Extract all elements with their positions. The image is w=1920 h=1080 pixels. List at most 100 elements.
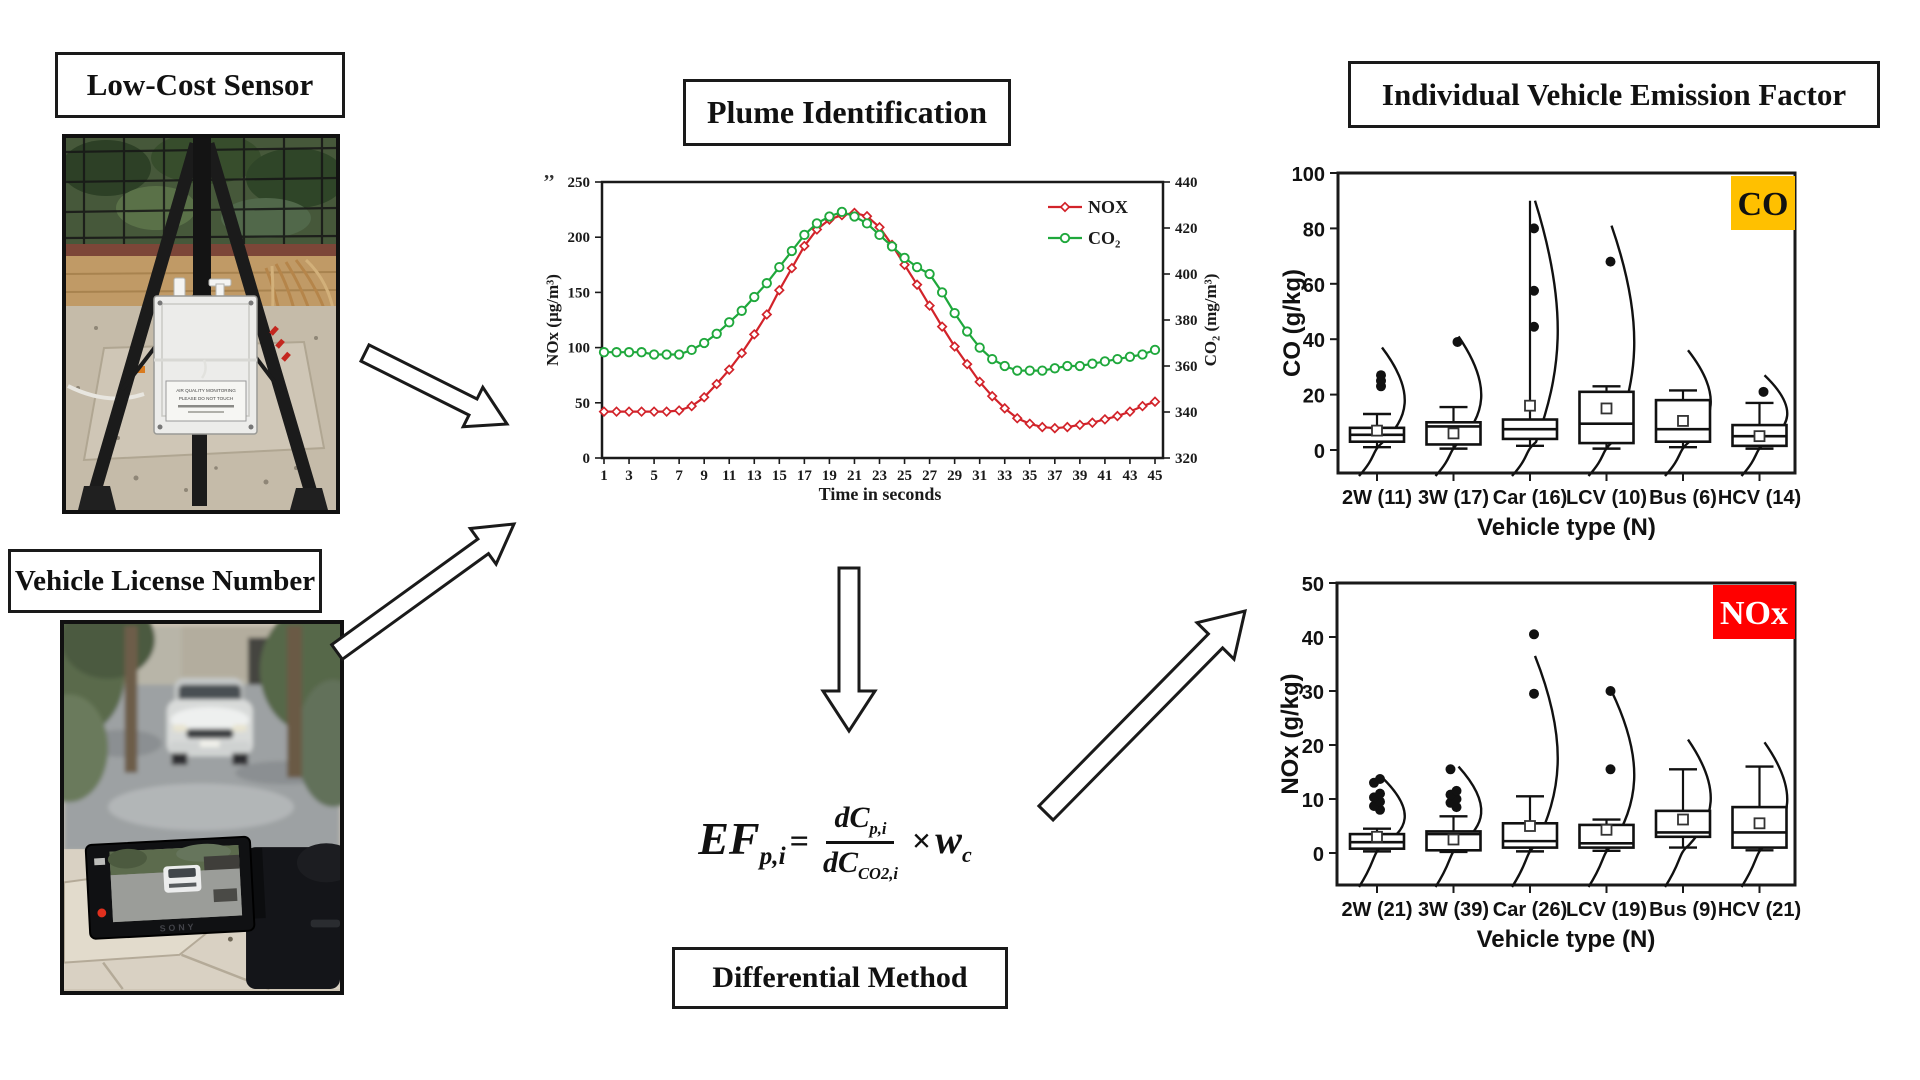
wheel <box>171 753 188 765</box>
y-tick-label: 60 <box>1303 275 1325 297</box>
y-tick-label: 100 <box>1292 164 1325 186</box>
series-marker <box>749 291 760 303</box>
category-label: HCV (21) <box>1718 899 1801 921</box>
headlight <box>232 724 248 732</box>
legend-label: CO₂ <box>1088 228 1120 248</box>
record-icon <box>97 908 107 918</box>
plume-identification-text: Plume Identification <box>707 94 987 130</box>
x-tick-label: 31 <box>972 468 987 484</box>
x-tick-label: 13 <box>747 468 762 484</box>
outlier-dot <box>1375 774 1385 785</box>
y-axis-label-right: CO₂ (mg/m³) <box>1201 274 1220 367</box>
series-marker <box>987 353 998 365</box>
pollutant-badge <box>1713 585 1795 639</box>
x-tick-label: 45 <box>1148 468 1163 484</box>
distribution-curve <box>1587 690 1636 888</box>
y-tick-label: 0 <box>1313 844 1324 866</box>
mean-marker <box>1753 817 1766 830</box>
y-right-tick-label: 420 <box>1175 221 1198 237</box>
series-marker <box>1112 353 1123 365</box>
camcorder-body <box>246 847 340 990</box>
outlier-dot <box>1529 688 1539 699</box>
pebbles <box>76 326 318 492</box>
y-left-tick-label: 100 <box>568 341 591 357</box>
legend-label: NOX <box>1088 197 1128 217</box>
y-left-tick-label: 0 <box>583 451 591 467</box>
series-marker <box>761 309 773 320</box>
series-marker <box>623 406 635 418</box>
screen-osd-icon <box>94 857 106 866</box>
y-tick-label: 30 <box>1302 682 1324 704</box>
mean-marker <box>1371 424 1383 437</box>
series-marker <box>786 245 797 257</box>
screw-icon <box>248 300 254 306</box>
equation-lhs: EFp,i <box>698 813 786 871</box>
series-marker <box>736 305 747 316</box>
y-tick-label: 0 <box>1314 441 1325 463</box>
series-marker <box>711 328 722 339</box>
category-label: 2W (11) <box>1342 487 1412 509</box>
street-scene <box>64 624 340 852</box>
tripod-foot-left <box>78 486 116 510</box>
mean-marker <box>1677 813 1689 826</box>
series-marker <box>636 406 647 418</box>
x-tick-label: 25 <box>897 468 912 484</box>
series-marker <box>798 240 810 252</box>
mean-marker <box>1753 430 1766 443</box>
pollutant-badge <box>1731 176 1795 230</box>
mean-marker <box>1447 427 1460 440</box>
x-tick-label: 5 <box>650 468 658 484</box>
device-label-line2: PLEASE DO NOT TOUCH <box>179 396 233 401</box>
y-tick-label: 50 <box>1302 574 1324 596</box>
x-tick-label: 35 <box>1022 468 1037 484</box>
emission-factor-equation: EFp,i = dCp,i dCCO2,i × wc <box>635 786 1035 898</box>
camera-brand-text: SONY <box>159 922 196 934</box>
co-chart: 0 20 40 60 80 100 CO (g/kg) Vehicle type (N) 2W … <box>1279 164 1801 541</box>
series-marker <box>623 347 635 358</box>
x-tick-label: 11 <box>722 468 736 484</box>
plume-identification-label: Plume Identification <box>683 79 1011 146</box>
device-label-line1: AIR QUALITY MONITORING <box>176 388 236 393</box>
box <box>1578 390 1635 445</box>
series-marker <box>1099 356 1111 367</box>
outlier-dot <box>1445 764 1456 775</box>
x-tick-label: 17 <box>797 468 813 484</box>
series-marker <box>698 391 710 403</box>
series-marker <box>1011 412 1023 424</box>
differential-method-text: Differential Method <box>712 961 968 994</box>
equation-weight: wc <box>935 817 972 867</box>
box <box>1731 805 1788 849</box>
outlier-dot <box>1451 785 1462 796</box>
mean-marker <box>1447 833 1460 846</box>
category-label: Car (16) <box>1493 487 1567 509</box>
series-marker <box>949 341 961 352</box>
grille <box>186 728 234 739</box>
series-marker <box>899 252 910 264</box>
series-marker <box>974 342 985 353</box>
series-marker <box>786 262 798 274</box>
series-marker <box>761 278 772 289</box>
series-marker <box>598 406 610 418</box>
series-marker <box>1024 365 1035 376</box>
series-marker <box>1149 344 1161 356</box>
stray-mark: ’’ <box>543 171 555 193</box>
series-marker <box>1074 419 1086 431</box>
nox-chart: 0 10 20 30 40 50 NOx (g/kg) Vehicle type (N) 2W … <box>1277 574 1801 953</box>
distribution-curve <box>1510 655 1559 888</box>
series-marker <box>699 337 710 349</box>
arrow-plume-to-method <box>820 566 878 734</box>
distribution-curve <box>1663 738 1712 888</box>
x-axis-label: Vehicle type (N) <box>1477 514 1656 541</box>
x-tick-label: 29 <box>947 468 962 484</box>
y-axis-label: NOx (g/kg) <box>1277 673 1304 794</box>
outlier-dot <box>1529 321 1539 332</box>
series-marker <box>1149 396 1161 408</box>
license-photo-scene: SONY <box>64 624 340 991</box>
series-marker <box>648 349 660 360</box>
category-label: HCV (14) <box>1718 487 1801 509</box>
series-marker <box>936 321 948 333</box>
camcorder-screen: SONY <box>84 835 266 940</box>
pollutant-badge-label: NOx <box>1720 595 1788 632</box>
